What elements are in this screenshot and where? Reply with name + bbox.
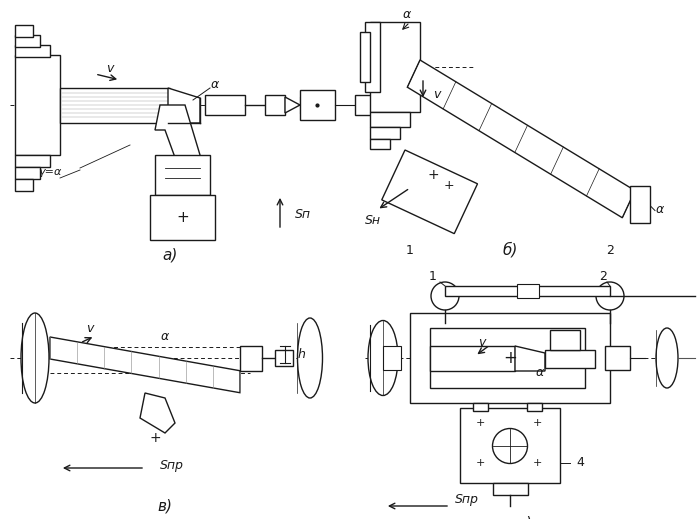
Text: v: v bbox=[106, 61, 113, 75]
Polygon shape bbox=[140, 393, 175, 433]
Bar bbox=[383, 346, 401, 370]
Bar bbox=[460, 408, 560, 483]
Bar bbox=[15, 25, 33, 37]
Text: +: + bbox=[444, 179, 454, 192]
Polygon shape bbox=[155, 105, 200, 185]
Text: +: + bbox=[532, 418, 542, 428]
Text: +: + bbox=[532, 458, 542, 468]
Bar bbox=[275, 350, 293, 366]
Polygon shape bbox=[285, 97, 300, 113]
Text: +: + bbox=[176, 211, 190, 225]
Text: v: v bbox=[433, 89, 440, 102]
Bar bbox=[15, 179, 33, 191]
Bar bbox=[473, 403, 488, 411]
Polygon shape bbox=[50, 337, 240, 393]
Text: 1: 1 bbox=[429, 269, 437, 282]
Bar bbox=[150, 195, 215, 240]
Bar bbox=[430, 346, 515, 371]
Bar bbox=[545, 350, 595, 368]
Text: α: α bbox=[536, 366, 544, 379]
Bar bbox=[370, 22, 420, 112]
Bar bbox=[430, 328, 585, 388]
Text: h: h bbox=[298, 348, 306, 362]
Text: +: + bbox=[503, 349, 517, 367]
Ellipse shape bbox=[596, 282, 624, 310]
Text: v: v bbox=[86, 321, 94, 335]
Text: v: v bbox=[478, 335, 486, 348]
Bar bbox=[155, 155, 210, 195]
Ellipse shape bbox=[493, 429, 528, 463]
Text: α: α bbox=[656, 202, 664, 216]
Bar bbox=[517, 284, 539, 298]
Text: 2: 2 bbox=[606, 243, 614, 256]
Bar bbox=[15, 45, 50, 57]
Text: +: + bbox=[427, 168, 439, 182]
Text: α: α bbox=[211, 78, 219, 91]
Bar bbox=[300, 90, 335, 120]
Text: +: + bbox=[149, 431, 161, 445]
Bar bbox=[60, 88, 170, 123]
Bar bbox=[365, 22, 380, 92]
Bar bbox=[410, 313, 610, 403]
Bar bbox=[15, 155, 50, 167]
Bar bbox=[240, 346, 262, 371]
Text: 2: 2 bbox=[599, 269, 607, 282]
Polygon shape bbox=[407, 60, 635, 218]
Bar bbox=[630, 186, 650, 223]
Ellipse shape bbox=[431, 282, 459, 310]
Bar bbox=[493, 483, 528, 495]
Text: +: + bbox=[475, 458, 484, 468]
Text: 4: 4 bbox=[576, 457, 584, 470]
Ellipse shape bbox=[21, 313, 49, 403]
Text: а): а) bbox=[162, 248, 178, 263]
Bar bbox=[15, 55, 60, 155]
Bar bbox=[15, 167, 40, 179]
Ellipse shape bbox=[368, 321, 398, 395]
Bar bbox=[527, 403, 542, 411]
Bar bbox=[445, 286, 610, 296]
Text: α: α bbox=[161, 330, 169, 343]
Polygon shape bbox=[515, 346, 545, 371]
Polygon shape bbox=[382, 150, 477, 234]
Text: Sн: Sн bbox=[365, 213, 381, 226]
Bar bbox=[205, 95, 245, 115]
Text: γ=α: γ=α bbox=[38, 167, 62, 177]
Bar bbox=[15, 35, 40, 47]
Text: α: α bbox=[403, 8, 411, 21]
Ellipse shape bbox=[298, 318, 323, 398]
Bar bbox=[370, 139, 390, 149]
Text: Sп: Sп bbox=[295, 209, 311, 222]
Text: б): б) bbox=[503, 242, 518, 258]
Text: 1: 1 bbox=[406, 243, 414, 256]
Text: Sпр: Sпр bbox=[455, 494, 479, 507]
Bar bbox=[370, 112, 410, 127]
Text: +: + bbox=[475, 418, 484, 428]
Polygon shape bbox=[168, 88, 200, 123]
Bar bbox=[355, 95, 377, 115]
Bar bbox=[370, 127, 400, 139]
Bar bbox=[360, 32, 370, 82]
Text: г): г) bbox=[518, 515, 532, 519]
Bar bbox=[265, 95, 285, 115]
Bar bbox=[550, 330, 580, 350]
Bar bbox=[605, 346, 630, 370]
Ellipse shape bbox=[656, 328, 678, 388]
Text: Sпр: Sпр bbox=[160, 459, 184, 472]
Text: в): в) bbox=[158, 499, 172, 513]
